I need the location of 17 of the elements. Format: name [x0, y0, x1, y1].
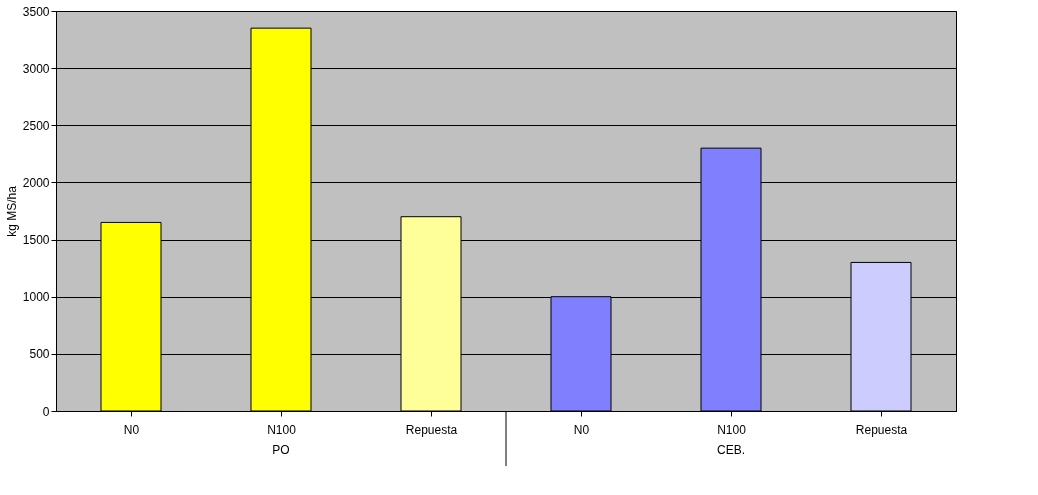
x-tick-label: Repuesta: [405, 422, 458, 437]
y-tick-label: 3500: [22, 4, 50, 19]
y-tick-label: 1500: [22, 233, 50, 248]
y-tick-label: 1000: [22, 290, 50, 305]
x-tick-label: N0: [123, 422, 140, 437]
y-tick-label: 2000: [22, 175, 50, 190]
text: PO: [272, 443, 290, 457]
x-tick-label: N100: [717, 422, 747, 437]
y-tick-label: 0: [42, 404, 50, 419]
text: CEB.: [716, 443, 746, 457]
x-tick-label: N0: [573, 422, 590, 437]
y-tick-label: 500: [29, 347, 50, 362]
x-tick-label: N100: [267, 422, 297, 437]
y-tick-label: 2500: [22, 118, 50, 133]
x-tick-label: Repuesta: [855, 422, 908, 437]
y-tick-label: 3000: [22, 61, 50, 76]
y-axis-title: kg MS/ha: [4, 185, 19, 237]
